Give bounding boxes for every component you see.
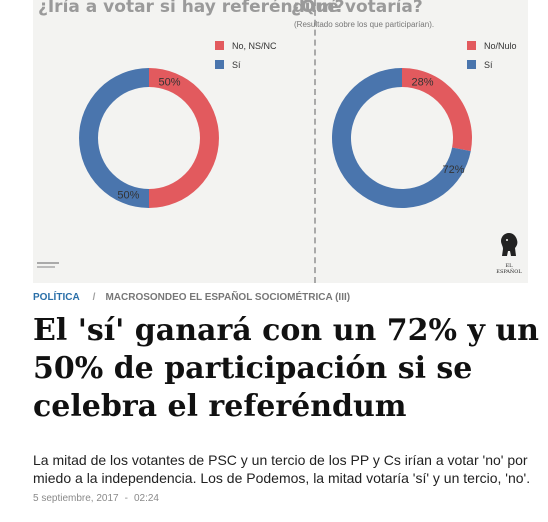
infographic-image[interactable]: ¿Iría a votar si hay referéndum? No, NS/… — [33, 0, 528, 283]
right-chart-title: ¿Qué votaría? — [291, 0, 423, 17]
legend-item: Sí — [467, 55, 517, 74]
legend-item: Sí — [215, 55, 277, 74]
left-chart-legend: No, NS/NC Sí — [215, 36, 277, 74]
legend-item: No/Nulo — [467, 36, 517, 55]
logo-text: EL ESPAÑOL — [496, 263, 522, 275]
legend-swatch — [215, 60, 224, 69]
el-espanol-logo: EL ESPAÑOL — [494, 232, 524, 275]
legend-label: No/Nulo — [484, 40, 517, 51]
legend-swatch — [467, 60, 476, 69]
right-chart-subtitle: (Resultado sobre los que participarían). — [294, 20, 435, 29]
legend-label: Sí — [232, 59, 241, 70]
article-timestamp: 5 septiembre, 2017-02:24 — [33, 493, 159, 504]
legend-swatch — [215, 41, 224, 50]
donut-slice-s — [79, 68, 149, 208]
left-donut-chart: 50% 50% — [79, 68, 219, 208]
legend-label: No, NS/NC — [232, 40, 277, 51]
breadcrumb-separator: / — [92, 292, 96, 303]
right-donut-chart: 28% 72% — [332, 68, 472, 208]
donut-slice-no-ns-nc — [149, 68, 219, 208]
legend-item: No, NS/NC — [215, 36, 277, 55]
lion-logo-icon — [501, 233, 518, 256]
slice-value-label: 50% — [159, 77, 181, 89]
article-summary: La mitad de los votantes de PSC y un ter… — [33, 452, 531, 486]
timestamp-separator: - — [124, 493, 128, 504]
legend-label: Sí — [484, 59, 493, 70]
legend-swatch — [467, 41, 476, 50]
category-link[interactable]: POLÍTICA — [33, 292, 80, 303]
right-chart-legend: No/Nulo Sí — [467, 36, 517, 74]
article-headline[interactable]: El 'sí' ganará con un 72% y un 50% de pa… — [33, 313, 539, 424]
publish-time: 02:24 — [133, 493, 159, 504]
publish-date: 5 septiembre, 2017 — [33, 493, 119, 504]
slice-value-label: 28% — [412, 77, 434, 89]
donut-slice-no-nulo — [402, 68, 472, 152]
slice-value-label: 50% — [117, 189, 139, 201]
panel-divider — [314, 0, 316, 283]
subsection-link[interactable]: MACROSONDEO EL ESPAÑOL SOCIOMÉTRICA (III… — [105, 292, 351, 303]
breadcrumb: POLÍTICA / MACROSONDEO EL ESPAÑOL SOCIOMÉT… — [33, 292, 350, 303]
left-chart-title: ¿Iría a votar si hay referéndum? — [38, 0, 345, 17]
slice-value-label: 72% — [442, 164, 464, 176]
source-credit — [37, 262, 77, 268]
